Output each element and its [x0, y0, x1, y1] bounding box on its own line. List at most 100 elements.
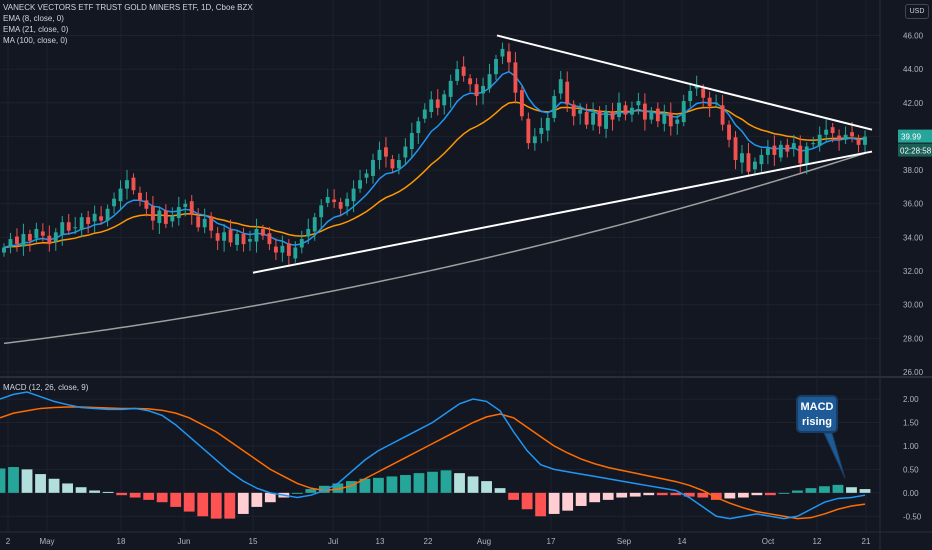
time-tick-label: 12	[813, 537, 822, 546]
macd-histogram-bar	[35, 474, 46, 493]
candle-body	[364, 173, 369, 178]
candle-body	[345, 198, 350, 207]
time-tick-label: Sep	[617, 537, 632, 546]
candle-body	[73, 227, 78, 229]
macd-histogram-bar	[589, 492, 601, 503]
macd-histogram-bar	[75, 487, 87, 493]
macd-tick-label: 1.50	[903, 419, 919, 428]
ema21-legend[interactable]: EMA (21, close, 0)	[3, 25, 69, 34]
macd-histogram-bar	[264, 492, 276, 503]
candle-body	[830, 127, 835, 134]
candle-body	[824, 129, 829, 135]
candle-body	[118, 188, 123, 202]
candle-body	[196, 216, 201, 228]
candle-body	[740, 153, 744, 163]
candle-body	[273, 246, 278, 253]
candle-body	[694, 85, 699, 89]
countdown-text: 02:28:58	[900, 147, 932, 156]
candle-body	[668, 112, 673, 127]
candle-body	[636, 101, 641, 106]
price-tick-label: 42.00	[903, 99, 924, 108]
time-tick-label: Aug	[477, 537, 491, 546]
candle-body	[630, 107, 634, 115]
candle-body	[209, 216, 214, 231]
macd-histogram-bar	[616, 492, 628, 498]
time-tick-label: Jun	[178, 537, 191, 546]
macd-histogram-bar	[89, 490, 101, 493]
macd-histogram-bar	[413, 473, 425, 493]
candle-body	[513, 62, 518, 93]
price-tick-label: 44.00	[903, 65, 924, 74]
macd-histogram-bar	[156, 492, 168, 503]
ma100-legend[interactable]: MA (100, close, 0)	[3, 36, 68, 45]
macd-histogram-bar	[710, 492, 722, 500]
candle-body	[351, 188, 356, 202]
candle-body	[416, 121, 421, 134]
candle-body	[552, 96, 557, 118]
candle-body	[241, 234, 246, 245]
candle-body	[21, 234, 26, 247]
macd-line	[0, 391, 866, 520]
time-tick-label: 2	[6, 537, 11, 546]
candle-body	[584, 112, 589, 125]
time-tick-label: 22	[424, 537, 433, 546]
candle-body	[332, 199, 337, 203]
macd-histogram-bar	[494, 488, 506, 493]
candle-body	[261, 228, 265, 236]
macd-histogram-bar	[427, 471, 438, 493]
candle-body	[610, 111, 615, 120]
price-tick-label: 32.00	[903, 267, 924, 276]
ema8-legend[interactable]: EMA (8, close, 0)	[3, 14, 64, 23]
candle-body	[222, 232, 227, 241]
macd-histogram-bar	[805, 488, 817, 493]
candle-body	[707, 97, 712, 107]
macd-histogram-bar	[305, 489, 317, 493]
candle-body	[27, 234, 32, 241]
time-tick-label: 21	[862, 537, 871, 546]
time-tick-label: Jul	[328, 537, 338, 546]
price-tick-label: 36.00	[903, 200, 924, 209]
macd-histogram-bar	[846, 487, 857, 493]
candle-body	[112, 198, 116, 207]
candle-body	[99, 216, 104, 221]
time-tick-label: 13	[376, 537, 385, 546]
candle-body	[532, 136, 537, 144]
candle-body	[150, 206, 155, 221]
time-tick-label: 15	[249, 537, 258, 546]
time-tick-label: May	[39, 537, 54, 546]
macd-histogram-bar	[116, 492, 128, 496]
candle-body	[390, 159, 395, 169]
candle-body	[170, 215, 175, 222]
candle-body	[623, 105, 628, 115]
macd-histogram-bar	[143, 492, 155, 500]
candle-body	[494, 59, 498, 75]
macd-histogram-bar	[575, 492, 587, 506]
candle-body	[338, 202, 343, 209]
support-trendline	[252, 150, 873, 274]
candle-body	[798, 145, 803, 164]
candle-body	[429, 99, 434, 113]
candle-body	[435, 99, 440, 108]
macd-histogram-bar	[21, 469, 33, 493]
macd-histogram-bar	[535, 492, 547, 517]
price-tick-label: 38.00	[903, 166, 924, 175]
candle-body	[578, 109, 583, 114]
candle-body	[157, 210, 162, 224]
candle-body	[189, 201, 194, 214]
price-tick-label: 28.00	[903, 334, 924, 343]
candle-body	[8, 239, 13, 248]
callout-line2: rising	[802, 416, 832, 428]
currency-button[interactable]: USD	[905, 4, 929, 19]
macd-histogram-bar	[400, 475, 411, 493]
candle-body	[649, 111, 654, 120]
macd-legend[interactable]: MACD (12, 26, close, 9)	[3, 383, 89, 392]
macd-histogram-bar	[602, 492, 614, 500]
candle-body	[662, 112, 667, 124]
candle-body	[358, 180, 362, 189]
macd-histogram-bar	[697, 492, 709, 498]
candle-body	[442, 94, 447, 106]
candle-body	[47, 235, 52, 245]
signal-line	[0, 406, 866, 520]
candle-body	[15, 236, 19, 245]
